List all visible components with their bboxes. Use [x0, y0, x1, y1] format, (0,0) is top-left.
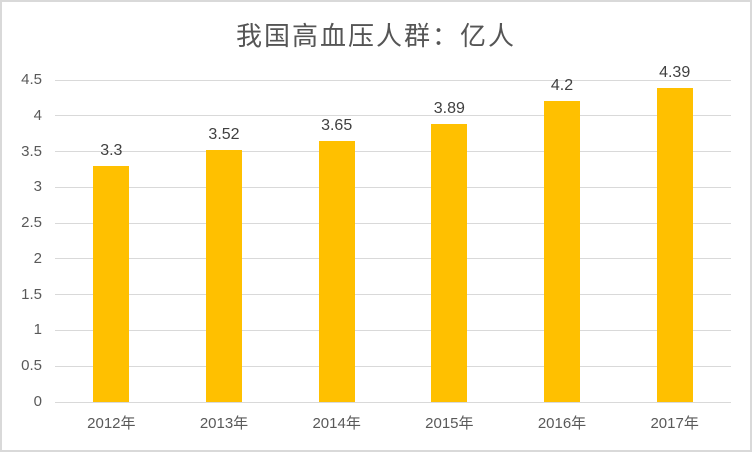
- gridline: [55, 401, 731, 403]
- gridline: [55, 365, 731, 367]
- bar-value-label: 3.52: [208, 126, 240, 144]
- y-axis-tick-label: 4: [33, 106, 42, 124]
- y-axis-tick-label: 3.5: [21, 142, 42, 160]
- y-axis-tick-label: 0.5: [21, 357, 42, 375]
- gridline: [55, 329, 731, 331]
- bar-value-label: 4.39: [659, 63, 691, 81]
- bar-value-label: 3.65: [321, 116, 353, 134]
- gridline: [55, 151, 731, 153]
- y-axis-tick-label: 2.5: [21, 214, 42, 232]
- bar-2015年: [431, 123, 468, 402]
- bar-value-label: 4.2: [550, 77, 574, 95]
- bar-2014年: [318, 140, 355, 402]
- gridline: [55, 258, 731, 260]
- y-axis-tick-label: 3: [33, 178, 42, 196]
- x-axis-tick-label: 2015年: [425, 415, 474, 432]
- y-axis-tick-label: 1: [33, 321, 42, 339]
- gridline: [55, 186, 731, 188]
- x-axis-tick-label: 2013年: [199, 415, 249, 432]
- y-axis-tick-label: 2: [33, 249, 42, 267]
- bar-2016年: [544, 101, 580, 402]
- bar-2013年: [206, 150, 242, 402]
- gridline: [55, 222, 731, 224]
- gridline: [55, 115, 731, 117]
- chart-title: 我国高血压人群：亿人: [235, 22, 516, 52]
- x-axis-tick-label: 2017年: [650, 415, 699, 432]
- gridline: [55, 79, 731, 81]
- bar-2012年: [93, 165, 130, 402]
- y-axis-tick-label: 4.5: [21, 71, 42, 88]
- y-axis-tick-label: 0: [33, 393, 42, 410]
- y-axis-tick-label: 1.5: [21, 285, 42, 303]
- x-axis-tick-label: 2016年: [537, 415, 587, 432]
- bar-2017年: [656, 87, 693, 402]
- bar-value-label: 3.3: [100, 141, 123, 159]
- x-axis-tick-label: 2014年: [312, 415, 361, 432]
- x-axis-tick-label: 2012年: [87, 415, 136, 432]
- gridline: [55, 294, 731, 296]
- bar-value-label: 3.89: [433, 99, 465, 117]
